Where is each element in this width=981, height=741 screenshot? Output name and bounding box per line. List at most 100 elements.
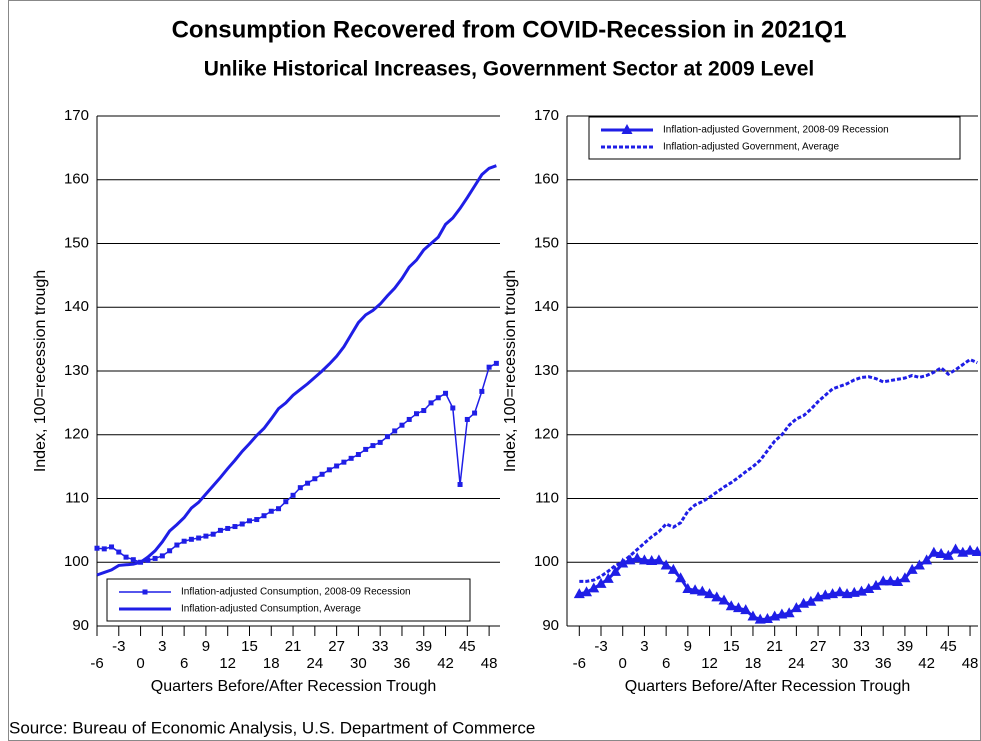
y-tick-label: 110 [535, 489, 559, 506]
y-tick-label: 150 [534, 234, 559, 251]
marker [167, 548, 173, 554]
x-tick-label: 3 [640, 638, 648, 655]
marker [348, 455, 354, 461]
marker [790, 602, 802, 613]
marker [732, 602, 744, 613]
marker [312, 476, 318, 482]
marker [435, 395, 441, 401]
marker [884, 575, 896, 586]
marker [870, 579, 882, 590]
marker [370, 443, 376, 449]
marker [675, 572, 687, 583]
marker [602, 572, 614, 583]
marker [754, 613, 766, 624]
x-tick-label: 6 [180, 655, 188, 672]
marker [392, 428, 398, 434]
marker [377, 439, 383, 445]
marker [704, 588, 716, 599]
marker [268, 508, 274, 514]
marker [217, 527, 223, 533]
marker [609, 565, 621, 576]
marker [653, 554, 665, 565]
marker [232, 524, 238, 530]
marker [341, 459, 347, 465]
x-tick-label: 3 [158, 638, 166, 655]
marker [297, 485, 303, 491]
marker [406, 416, 412, 422]
marker [326, 467, 332, 473]
marker [123, 554, 129, 560]
x-tick-label: 48 [962, 655, 979, 672]
x-tick-label: -6 [90, 655, 103, 672]
legend-label: Inflation-adjusted Consumption, 2008-09 … [181, 587, 411, 598]
marker [421, 408, 427, 414]
x-tick-label: 39 [897, 638, 914, 655]
marker [472, 410, 478, 416]
x-tick-label: 42 [437, 655, 454, 672]
legend-label: Inflation-adjusted Government, Average [663, 142, 839, 153]
marker [740, 604, 752, 615]
marker [152, 555, 158, 561]
x-tick-label: 36 [875, 655, 892, 672]
marker [892, 576, 904, 587]
marker [276, 506, 282, 512]
marker [950, 543, 962, 554]
marker [638, 554, 650, 565]
x-tick-label: 42 [918, 655, 935, 672]
marker [718, 594, 730, 605]
x-tick-label: -3 [594, 638, 607, 655]
x-tick-label: 9 [684, 638, 692, 655]
x-tick-label: 33 [853, 638, 870, 655]
x-tick-label: 33 [372, 638, 389, 655]
marker [581, 586, 593, 597]
marker [428, 400, 434, 406]
marker [747, 610, 759, 621]
marker [805, 595, 817, 606]
marker [696, 585, 708, 596]
marker [246, 518, 252, 524]
x-tick-label: 12 [701, 655, 718, 672]
marker [667, 563, 679, 574]
x-axis-label: Quarters Before/After Recession Trough [151, 678, 436, 695]
marker [660, 559, 672, 570]
marker [761, 612, 773, 623]
marker [283, 499, 289, 505]
y-tick-label: 110 [65, 489, 89, 506]
y-tick-label: 90 [72, 617, 89, 634]
x-tick-label: 45 [940, 638, 957, 655]
subtitle: Unlike Historical Increases, Government … [204, 58, 814, 81]
marker [384, 434, 390, 440]
legend-label: Inflation-adjusted Consumption, Average [181, 604, 361, 615]
marker [913, 559, 925, 570]
marker [928, 546, 940, 557]
y-axis-label: Index, 100=recession trough [502, 270, 519, 472]
marker [588, 582, 600, 593]
y-tick-label: 170 [534, 107, 559, 124]
x-tick-label: 48 [481, 655, 498, 672]
marker [856, 585, 868, 596]
marker [711, 591, 723, 602]
marker [188, 536, 194, 542]
marker [450, 405, 456, 411]
y-tick-label: 130 [64, 362, 89, 379]
y-tick-label: 140 [64, 298, 89, 315]
x-tick-label: 0 [619, 655, 627, 672]
marker [239, 521, 245, 527]
marker [921, 554, 933, 565]
marker [159, 553, 165, 559]
marker [486, 364, 492, 370]
marker [203, 533, 209, 539]
y-tick-label: 160 [534, 171, 559, 188]
legend-label: Inflation-adjusted Government, 2008-09 R… [663, 125, 889, 136]
marker [196, 535, 202, 541]
marker [116, 549, 122, 555]
marker [493, 360, 499, 366]
marker [413, 411, 419, 417]
marker [646, 554, 658, 565]
marker [725, 600, 737, 611]
marker [290, 492, 296, 498]
marker [225, 525, 231, 531]
marker [319, 471, 325, 477]
marker [935, 547, 947, 558]
